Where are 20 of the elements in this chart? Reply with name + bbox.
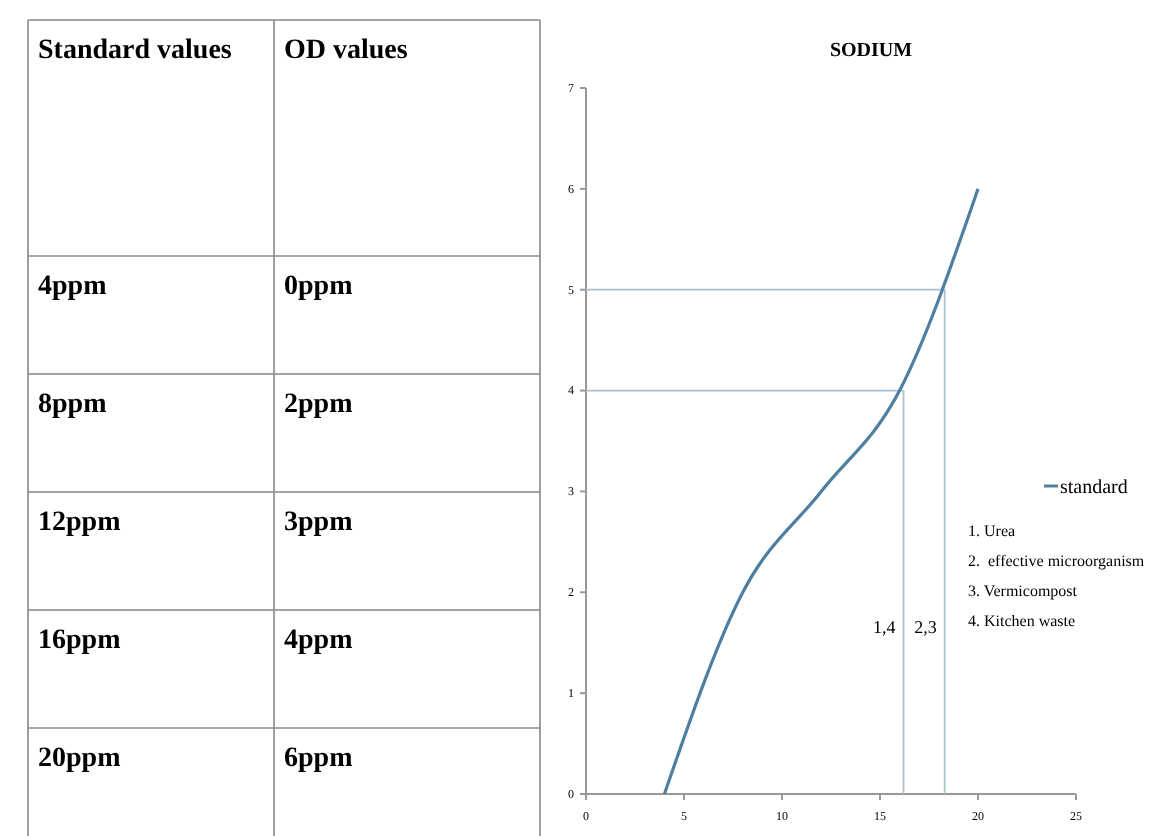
- text: 3ppm: [284, 508, 354, 538]
- text: 2ppm: [284, 390, 354, 420]
- text: 4ppm: [284, 626, 354, 656]
- annotation: 3. Vermicompost: [968, 582, 1079, 600]
- text: 8ppm: [38, 390, 108, 420]
- text: 20ppm: [38, 744, 122, 774]
- text: OD values: [284, 36, 409, 66]
- text: 12ppm: [38, 508, 122, 538]
- annotation: 1. Urea: [968, 522, 1016, 540]
- text: 4ppm: [38, 272, 108, 302]
- annotation: 2,3: [914, 616, 938, 637]
- text: Standard values: [38, 36, 233, 66]
- annotation: 1,4: [873, 616, 897, 637]
- text: 6ppm: [284, 744, 354, 774]
- legend-label: standard: [1060, 477, 1128, 499]
- text: 0ppm: [284, 272, 354, 302]
- chart-title: SODIUM: [829, 40, 914, 62]
- annotation: 4. Kitchen waste: [968, 612, 1076, 630]
- annotation: 2. effective microorganism: [968, 552, 1146, 570]
- text: 16ppm: [38, 626, 122, 656]
